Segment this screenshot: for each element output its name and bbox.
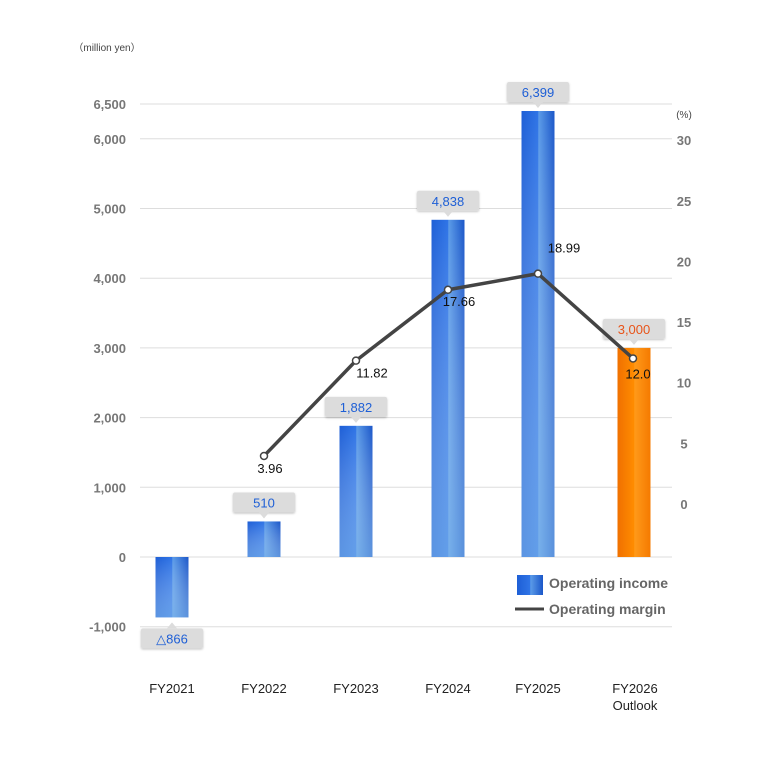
operating-margin-point — [533, 269, 543, 278]
operating-margin-label: 3.96 — [257, 461, 282, 476]
bar-operating-income — [617, 347, 651, 557]
operating-margin-point — [259, 451, 269, 461]
value-callout: 4,838 — [417, 190, 479, 217]
legend-label-operating-income: Operating income — [549, 575, 668, 591]
bar-value-label: 6,399 — [522, 85, 555, 100]
right-tick-label: 0 — [680, 497, 687, 512]
category-axis-labels: FY2021 FY2022 FY2023 FY2024 FY2025 FY2026 Outl… — [149, 681, 658, 713]
category-label: FY2024 — [425, 681, 471, 696]
callout-pointer — [351, 416, 361, 423]
left-tick-label: 3,000 — [93, 341, 126, 356]
operating-margin-line: 3.96 11.82 17.66 18.99 12.0 — [257, 241, 650, 476]
bar-value-label: 4,838 — [432, 194, 465, 209]
callout-pointer — [533, 101, 543, 108]
bar-value-label: 1,882 — [340, 400, 373, 415]
legend-swatch-operating-income — [517, 575, 543, 595]
category-label: FY2023 — [333, 681, 379, 696]
bar-value-label: △866 — [156, 631, 188, 646]
bar-value-callouts: △866 510 1,882 4,838 6,399 3,000 — [141, 81, 665, 649]
category-label: FY2021 — [149, 681, 195, 696]
bar-shading — [521, 110, 555, 558]
value-callout: 510 — [233, 492, 295, 519]
bar-value-label: 510 — [253, 495, 275, 510]
value-callout: 6,399 — [507, 81, 569, 108]
bar-shading — [247, 521, 281, 557]
category-label: FY2025 — [515, 681, 561, 696]
value-callout: 1,882 — [325, 396, 387, 423]
gridlines — [140, 103, 672, 628]
left-axis-ticks: -1,000 0 1,000 2,000 3,000 4,000 5,000 6,000 6,5… — [89, 97, 126, 635]
right-tick-label: 20 — [677, 254, 691, 269]
operating-margin-label: 17.66 — [443, 294, 476, 309]
left-tick-label: 6,500 — [93, 97, 126, 112]
legend-label-operating-margin: Operating margin — [549, 601, 666, 617]
callout-box — [507, 81, 569, 102]
legend: Operating income Operating margin — [515, 575, 668, 617]
category-label: Outlook — [613, 698, 658, 713]
callout-pointer — [167, 622, 177, 629]
callout-pointer — [629, 338, 639, 345]
left-tick-label: 6,000 — [93, 132, 126, 147]
left-tick-label: 0 — [119, 550, 126, 565]
left-tick-label: 5,000 — [93, 202, 126, 217]
right-tick-label: 10 — [677, 376, 691, 391]
operating-margin-label: 12.0 — [625, 366, 650, 381]
left-tick-label: 1,000 — [93, 480, 126, 495]
left-tick-label: -1,000 — [89, 620, 126, 635]
callout-pointer — [259, 512, 269, 519]
callout-box — [603, 318, 665, 339]
operating-margin-label: 11.82 — [356, 366, 388, 381]
callout-box — [325, 396, 387, 417]
operating-margin-label: 18.99 — [548, 241, 581, 256]
category-label: FY2026 — [612, 681, 658, 696]
right-axis-ticks: 0 5 10 15 20 25 30 — [677, 133, 691, 512]
callout-box — [141, 628, 203, 649]
bar-shading — [431, 219, 465, 558]
right-tick-label: 15 — [677, 315, 691, 330]
right-tick-label: 30 — [677, 133, 691, 148]
value-callout: 3,000 — [603, 318, 665, 345]
operating-margin-point — [443, 285, 453, 295]
operating-margin-point — [628, 354, 638, 363]
right-axis-unit: (%) — [676, 110, 692, 121]
bar-value-label: 3,000 — [618, 322, 651, 337]
value-callout: △866 — [141, 622, 203, 649]
callout-box — [233, 492, 295, 513]
right-tick-label: 25 — [677, 194, 691, 209]
left-tick-label: 4,000 — [93, 271, 126, 286]
category-label: FY2022 — [241, 681, 287, 696]
bar-shading — [155, 557, 189, 618]
callout-box — [417, 190, 479, 211]
bar-shading — [339, 425, 373, 557]
left-tick-label: 2,000 — [93, 411, 126, 426]
left-axis-unit: （million yen） — [73, 42, 140, 54]
operating-income-bars — [155, 110, 651, 618]
callout-pointer — [443, 210, 453, 217]
operating-margin-point — [351, 356, 361, 365]
right-tick-label: 5 — [680, 436, 687, 451]
